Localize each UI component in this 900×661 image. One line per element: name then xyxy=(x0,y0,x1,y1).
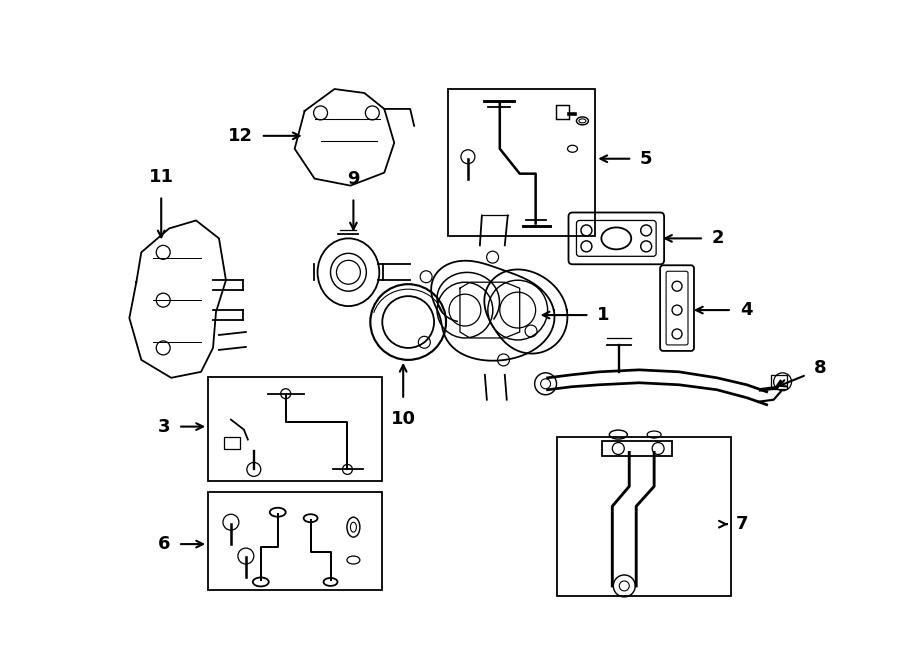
Text: 10: 10 xyxy=(391,410,416,428)
Text: 2: 2 xyxy=(712,229,724,247)
Bar xyxy=(208,492,382,590)
Text: 12: 12 xyxy=(228,127,253,145)
Bar xyxy=(770,375,787,389)
Bar xyxy=(602,440,672,457)
Bar xyxy=(224,436,240,449)
Bar xyxy=(448,89,596,237)
Text: 9: 9 xyxy=(347,170,360,188)
Text: 1: 1 xyxy=(598,306,610,324)
Text: 3: 3 xyxy=(158,418,170,436)
Text: 5: 5 xyxy=(639,150,652,168)
Bar xyxy=(208,377,382,481)
Bar xyxy=(555,105,570,119)
Text: 7: 7 xyxy=(736,515,748,533)
Bar xyxy=(556,436,731,596)
Text: 4: 4 xyxy=(740,301,752,319)
Text: 11: 11 xyxy=(148,168,174,186)
Text: 6: 6 xyxy=(158,535,170,553)
Text: 8: 8 xyxy=(814,359,826,377)
